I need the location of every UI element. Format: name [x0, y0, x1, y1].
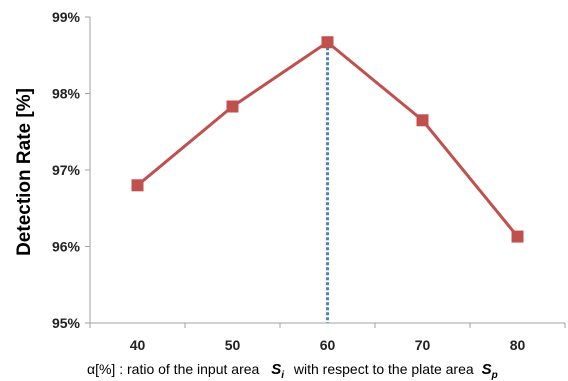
y-tick-label: 95% — [52, 315, 81, 331]
data-point — [131, 179, 144, 192]
data-point — [321, 36, 334, 49]
y-tick-label: 98% — [52, 86, 81, 102]
x-axis-title: α[%] : ratio of the input area Si with r… — [87, 361, 498, 381]
x-tick-label: 60 — [320, 337, 336, 353]
y-tick-label: 97% — [52, 162, 81, 178]
y-axis-ticks: 95% 96% 97% 98% 99% — [52, 9, 90, 331]
data-point — [416, 114, 429, 127]
x-axis-title-prefix: α[%] : ratio of the input area — [87, 361, 260, 377]
x-axis-title-subscript-i: i — [281, 370, 284, 381]
data-point — [226, 100, 239, 113]
x-axis-title-symbol-si: S — [271, 361, 281, 378]
series-layer — [131, 36, 524, 243]
x-axis-ticks: 40 50 60 70 80 — [89, 323, 566, 353]
data-point — [511, 230, 524, 243]
x-tick-label: 40 — [130, 337, 146, 353]
x-axis-title-middle: with respect to the plate area — [293, 361, 474, 377]
y-axis-title: Detection Rate [%] — [14, 88, 35, 256]
x-tick-label: 70 — [415, 337, 431, 353]
x-tick-label: 50 — [225, 337, 241, 353]
x-axis-title-subscript-p: p — [491, 370, 498, 381]
y-tick-label: 96% — [52, 239, 81, 255]
x-axis-title-symbol-sp: S — [482, 361, 492, 378]
y-tick-label: 99% — [52, 9, 81, 25]
x-tick-label: 80 — [510, 337, 526, 353]
